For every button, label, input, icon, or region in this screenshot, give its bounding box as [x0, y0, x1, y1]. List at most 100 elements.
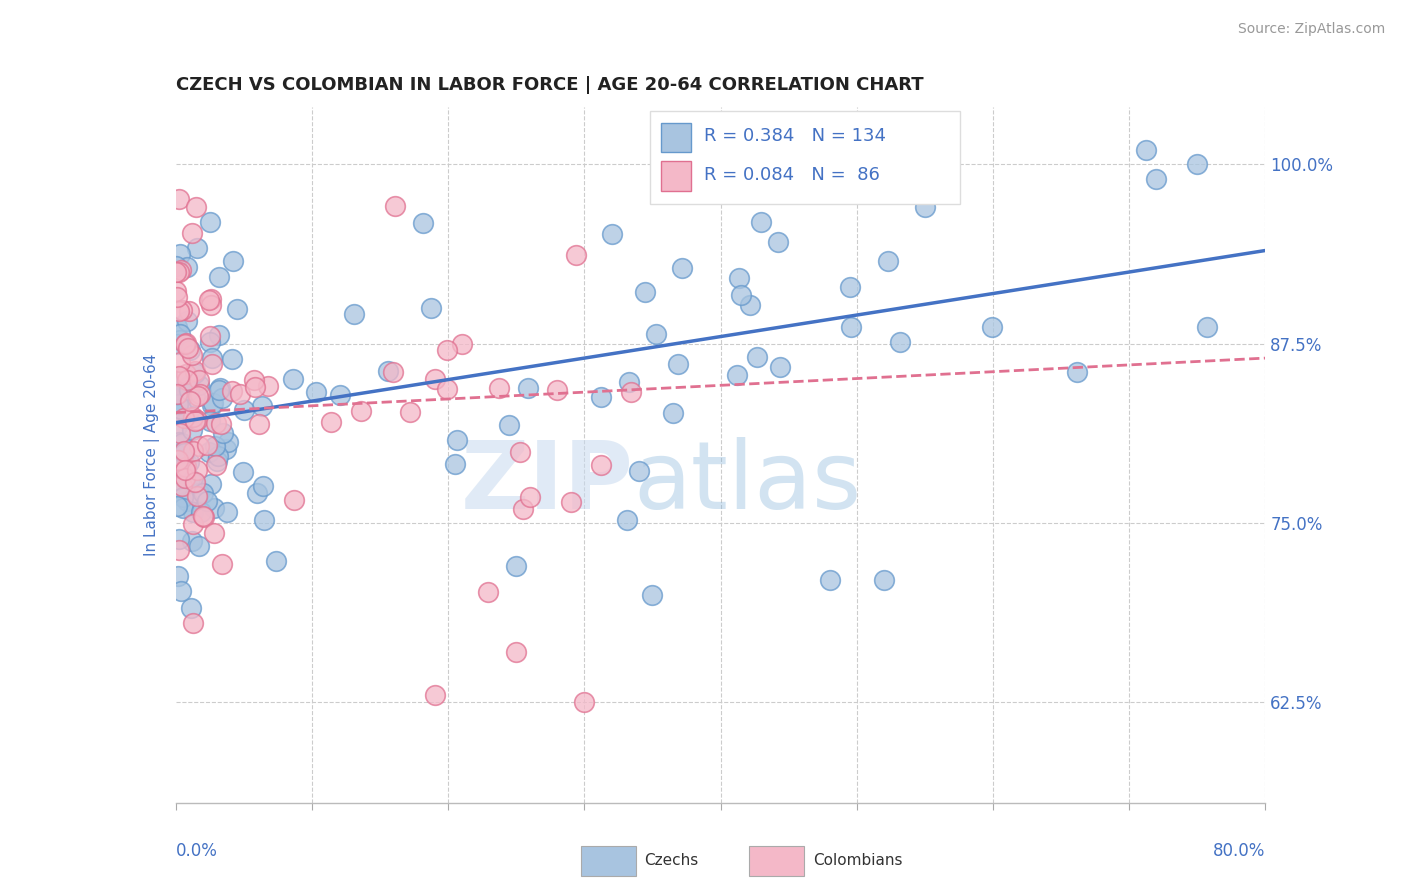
- Point: [166, 387, 188, 401]
- Point: [183, 475, 205, 490]
- Point: [204, 439, 226, 453]
- Point: [166, 387, 188, 401]
- Point: [165, 260, 187, 274]
- Point: [183, 366, 205, 380]
- Point: [420, 301, 443, 315]
- Point: [167, 397, 190, 411]
- Point: [186, 412, 208, 426]
- Point: [179, 343, 201, 357]
- Text: Source: ZipAtlas.com: Source: ZipAtlas.com: [1237, 22, 1385, 37]
- Point: [423, 688, 446, 702]
- Point: [190, 387, 212, 401]
- Point: [173, 445, 195, 459]
- Point: [176, 494, 198, 508]
- Point: [253, 513, 276, 527]
- Point: [217, 504, 239, 518]
- Point: [181, 423, 204, 437]
- Point: [616, 513, 638, 527]
- FancyBboxPatch shape: [581, 846, 636, 876]
- Point: [738, 298, 761, 312]
- Point: [512, 501, 534, 516]
- Point: [221, 384, 243, 398]
- FancyBboxPatch shape: [661, 161, 692, 191]
- Point: [221, 254, 243, 268]
- Point: [179, 383, 201, 397]
- Point: [167, 369, 190, 384]
- Point: [818, 574, 841, 588]
- Point: [399, 405, 422, 419]
- Point: [170, 456, 193, 470]
- Point: [443, 457, 465, 471]
- Point: [167, 463, 190, 477]
- Point: [176, 260, 198, 274]
- Point: [200, 328, 222, 343]
- Point: [188, 373, 211, 387]
- Point: [180, 601, 202, 615]
- Point: [190, 505, 212, 519]
- Point: [188, 377, 211, 392]
- Point: [628, 464, 651, 478]
- Point: [173, 444, 195, 458]
- Point: [589, 458, 612, 473]
- Point: [177, 410, 200, 425]
- Point: [498, 417, 520, 432]
- Point: [208, 270, 231, 285]
- Point: [184, 364, 207, 378]
- Point: [212, 426, 235, 441]
- Point: [177, 409, 200, 424]
- Point: [181, 533, 204, 548]
- Point: [201, 357, 224, 371]
- Point: [198, 444, 221, 458]
- Point: [166, 499, 188, 513]
- Point: [166, 285, 188, 299]
- Point: [188, 439, 211, 453]
- Point: [728, 270, 751, 285]
- Point: [423, 371, 446, 385]
- Point: [197, 293, 219, 308]
- Point: [208, 383, 231, 397]
- Point: [231, 466, 253, 480]
- Point: [211, 557, 233, 571]
- Point: [211, 391, 233, 405]
- Point: [228, 387, 250, 401]
- Text: CZECH VS COLOMBIAN IN LABOR FORCE | AGE 20-64 CORRELATION CHART: CZECH VS COLOMBIAN IN LABOR FORCE | AGE …: [176, 77, 924, 95]
- Point: [176, 455, 198, 469]
- Point: [200, 476, 222, 491]
- Point: [165, 265, 187, 279]
- Point: [201, 351, 224, 365]
- Point: [250, 399, 273, 413]
- Point: [181, 410, 204, 425]
- Point: [181, 443, 204, 458]
- Point: [186, 201, 208, 215]
- Point: [589, 390, 612, 404]
- Point: [305, 385, 328, 400]
- Point: [381, 365, 404, 379]
- Point: [841, 320, 863, 334]
- Point: [172, 303, 194, 318]
- Point: [377, 364, 399, 378]
- Point: [436, 383, 458, 397]
- Point: [505, 645, 527, 659]
- Point: [436, 343, 458, 357]
- Point: [173, 411, 195, 425]
- Point: [671, 260, 693, 275]
- Text: Czechs: Czechs: [644, 854, 699, 868]
- Point: [167, 303, 190, 318]
- Point: [200, 414, 222, 428]
- Point: [565, 248, 588, 262]
- Point: [1195, 319, 1218, 334]
- Point: [488, 382, 510, 396]
- Point: [181, 505, 204, 519]
- Text: R = 0.384   N = 134: R = 0.384 N = 134: [704, 128, 886, 145]
- Point: [221, 351, 243, 366]
- Point: [876, 253, 898, 268]
- Point: [169, 354, 191, 368]
- Point: [169, 425, 191, 440]
- Text: 0.0%: 0.0%: [176, 842, 218, 860]
- Point: [187, 389, 209, 403]
- Point: [174, 463, 197, 477]
- Point: [170, 401, 193, 416]
- Point: [662, 406, 685, 420]
- Point: [181, 615, 204, 630]
- Point: [173, 471, 195, 485]
